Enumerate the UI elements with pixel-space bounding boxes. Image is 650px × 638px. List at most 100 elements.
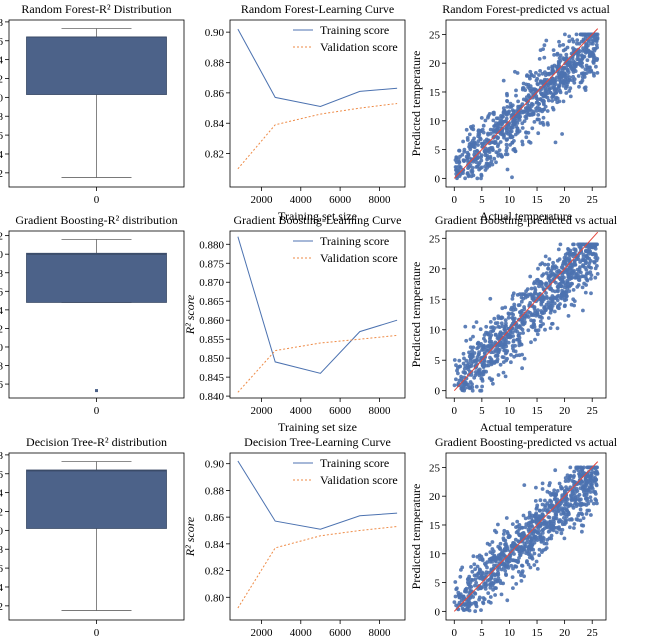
scatter-point — [536, 113, 541, 117]
scatter-point — [471, 334, 475, 339]
scatter-point — [575, 41, 579, 46]
scatter-point — [554, 95, 559, 100]
scatter-point — [470, 348, 474, 353]
scatter-point — [512, 316, 517, 321]
y-tick-label: 5 — [435, 355, 441, 367]
axes-frame — [445, 230, 607, 399]
scatter-point — [595, 264, 599, 268]
scatter-point — [463, 371, 467, 375]
scatter-point — [581, 255, 586, 259]
scatter-point — [547, 504, 552, 508]
y-tick-label: 0.860 — [199, 315, 224, 327]
scatter-point — [563, 476, 568, 480]
scatter-point — [483, 587, 488, 591]
scatter-point — [531, 319, 536, 324]
scatter-point — [537, 529, 542, 533]
scatter-point — [564, 84, 569, 89]
axes-frame — [8, 452, 185, 621]
scatter-point — [537, 73, 541, 77]
scatter-point — [469, 174, 474, 179]
scatter-point — [499, 126, 504, 130]
x-tick-label: 20 — [559, 405, 571, 417]
scatter-point — [496, 324, 501, 329]
scatter-point — [573, 249, 578, 253]
scatter-point — [484, 148, 489, 153]
scatter-point — [594, 478, 598, 482]
scatter-point — [484, 324, 489, 329]
scatter-point — [466, 382, 470, 387]
scatter-point — [485, 153, 490, 158]
scatter-point — [508, 556, 512, 561]
scatter-point — [475, 564, 480, 569]
scatter-point — [543, 73, 548, 78]
y-tick-label: 0.856 — [0, 36, 4, 48]
scatter-point — [541, 94, 546, 99]
scatter-point — [584, 496, 589, 501]
scatter-point — [463, 603, 467, 607]
scatter-point — [504, 338, 508, 343]
scatter-point — [545, 109, 550, 113]
scatter-point — [478, 137, 483, 142]
scatter-point — [544, 524, 549, 529]
scatter-point — [586, 264, 591, 269]
scatter-point — [529, 538, 533, 543]
scatter-point — [475, 341, 480, 346]
y-tick-label: 10 — [429, 325, 441, 337]
scatter-point — [455, 606, 460, 611]
scatter-point — [534, 485, 538, 490]
scatter-point — [466, 580, 470, 585]
scatter-point — [503, 374, 508, 379]
y-tick-label: 5 — [435, 578, 441, 590]
scatter-point — [538, 536, 543, 540]
scatter-point — [523, 320, 527, 324]
scatter-point — [537, 547, 542, 552]
scatter-point — [519, 525, 524, 530]
identity-line — [453, 28, 599, 179]
scatter-point — [460, 606, 465, 611]
scatter-point — [481, 130, 486, 135]
subplot-scatter-8: Gradient Boosting-predicted vs actual 0 5 1… — [409, 435, 618, 638]
y-tick-label: 0.858 — [0, 17, 4, 29]
scatter-point — [504, 350, 509, 355]
scatter-point — [578, 503, 583, 508]
y-tick-label: 0.858 — [0, 450, 4, 462]
scatter-point — [474, 320, 479, 324]
scatter-point — [559, 284, 564, 288]
scatter-point — [502, 135, 506, 140]
box-iqr — [26, 252, 167, 303]
scatter-point — [454, 363, 458, 368]
scatter-point — [579, 511, 584, 516]
scatter-point — [524, 314, 528, 319]
scatter-point — [499, 116, 504, 120]
scatter-point — [506, 315, 511, 320]
scatter-point — [493, 580, 498, 584]
scatter-point — [498, 122, 503, 127]
y-tick-label: 0.846 — [0, 130, 4, 142]
y-tick-label: 0.846 — [0, 563, 4, 575]
scatter-point — [555, 326, 560, 331]
scatter-point — [595, 501, 599, 506]
scatter-point — [566, 248, 571, 252]
scatter-point — [475, 149, 479, 153]
scatter-point — [490, 377, 495, 382]
scatter-point — [490, 547, 495, 551]
scatter-point — [583, 85, 588, 90]
scatter-point — [556, 84, 561, 89]
scatter-point — [471, 345, 476, 350]
scatter-point — [453, 580, 458, 584]
scatter-point — [482, 359, 487, 364]
scatter-point — [514, 582, 519, 586]
scatter-point — [587, 475, 592, 480]
scatter-point — [466, 174, 471, 179]
scatter-point — [523, 525, 528, 530]
scatter-point — [542, 77, 547, 82]
scatter-point — [488, 320, 493, 324]
scatter-point — [578, 507, 583, 512]
scatter-point — [509, 305, 514, 310]
scatter-point — [535, 332, 540, 337]
x-tick-label: 0 — [94, 194, 100, 206]
axes-frame — [445, 452, 607, 621]
series-line-validation — [237, 526, 398, 609]
scatter-point — [518, 108, 523, 112]
